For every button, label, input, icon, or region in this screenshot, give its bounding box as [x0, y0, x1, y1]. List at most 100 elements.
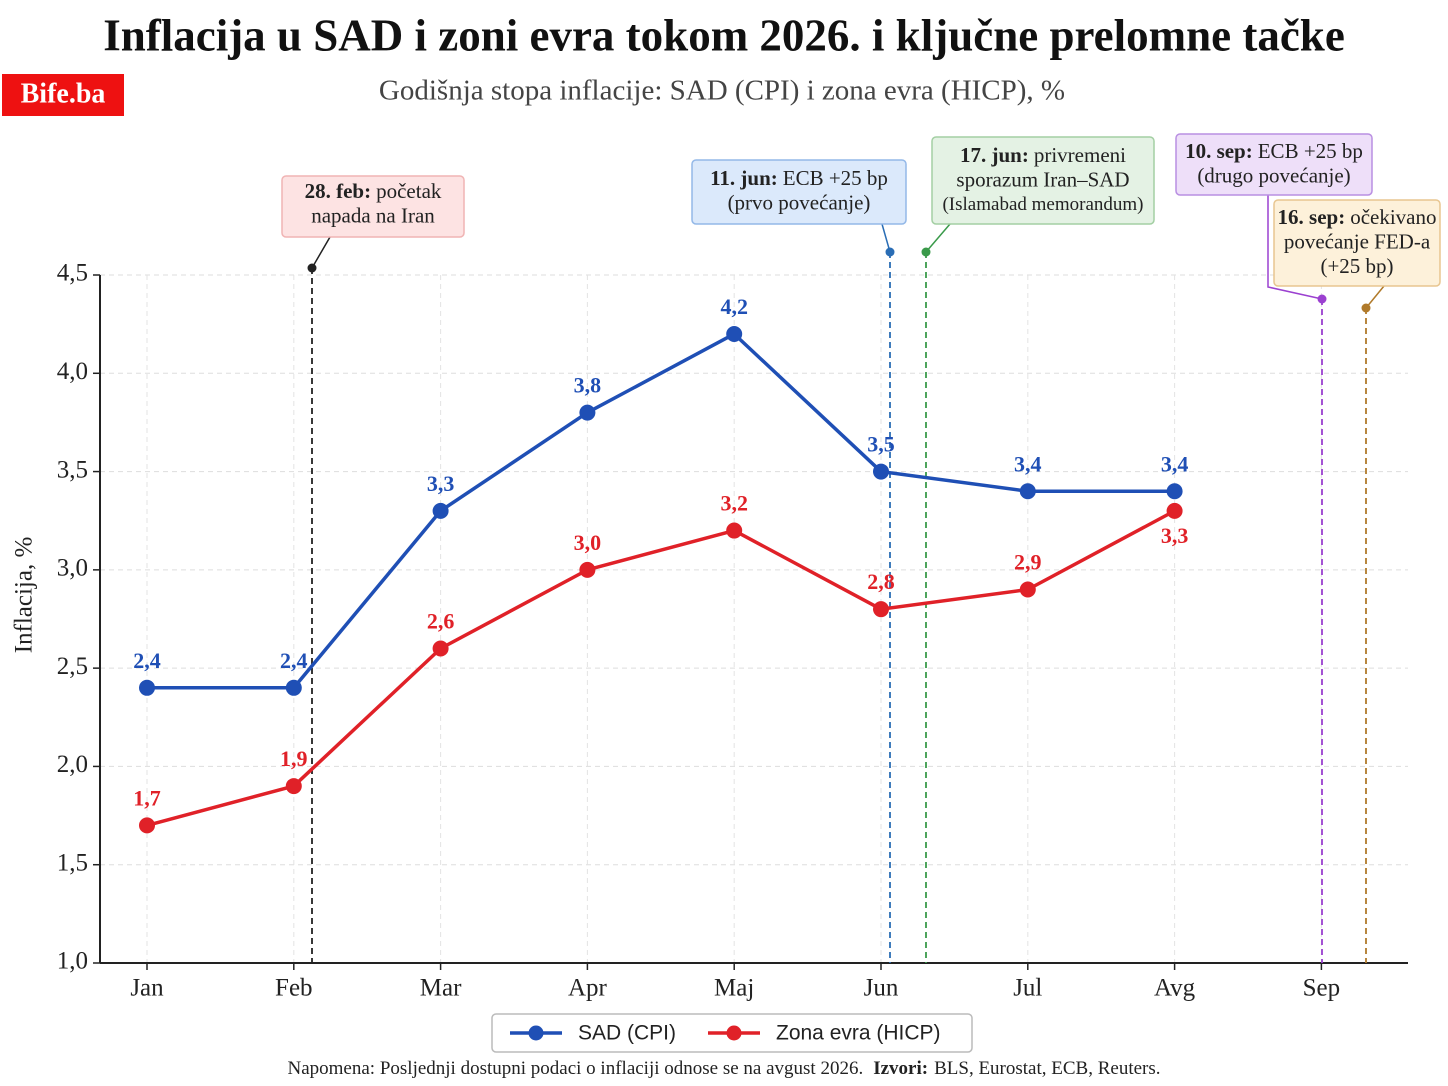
legend-dot [528, 1025, 544, 1041]
data-label: 2,8 [867, 569, 895, 594]
data-label: 3,3 [427, 471, 455, 496]
annotation-line: ECB +25 bp [783, 166, 888, 190]
note-sources-label: Izvori: [873, 1058, 928, 1079]
event-dot [921, 247, 931, 257]
data-point [432, 502, 449, 519]
annotation-line: (Islamabad memorandum) [942, 194, 1143, 215]
chart-subtitle: Godišnja stopa inflacije: SAD (CPI) i zo… [379, 75, 1065, 107]
data-label: 1,7 [133, 785, 161, 810]
x-tick-label: Sep [1303, 975, 1341, 1002]
data-point [432, 640, 449, 657]
data-label: 3,2 [720, 491, 748, 516]
x-tick-label: Jul [1013, 975, 1042, 1002]
annotation-text: povećanje FED-a [1284, 229, 1431, 253]
data-point [579, 404, 596, 421]
annotation-text: (+25 bp) [1320, 254, 1393, 278]
annotation-date: 17. jun: [960, 143, 1029, 167]
annotation-date: 10. sep: [1185, 139, 1253, 163]
data-point [285, 679, 302, 696]
y-tick-label: 3,5 [57, 456, 88, 483]
y-axis-label: Inflacija, % [11, 537, 38, 654]
y-tick-label: 4,0 [57, 358, 88, 385]
annotation-text: 10. sep: ECB +25 bp [1185, 139, 1363, 163]
annotation-text: 28. feb: početak [305, 179, 442, 203]
annotation-line: (drugo povećanje) [1197, 163, 1350, 187]
event-dot [1317, 294, 1327, 304]
annotation-line: povećanje FED-a [1284, 229, 1431, 253]
y-tick-label: 2,5 [57, 653, 88, 680]
data-point [726, 325, 743, 342]
x-tick-label: Jun [864, 975, 899, 1002]
data-label: 2,9 [1014, 550, 1042, 575]
annotation-line: napada na Iran [311, 203, 435, 227]
data-label: 2,4 [133, 648, 161, 673]
data-label: 3,4 [1014, 451, 1042, 476]
annotation-date: 16. sep: [1278, 205, 1346, 229]
annotation-line: privremeni [1034, 143, 1126, 167]
data-point [873, 463, 889, 480]
data-label: 3,5 [867, 432, 895, 457]
y-tick-label: 1,0 [57, 948, 88, 975]
data-point [1019, 581, 1036, 598]
annotation-text: (prvo povećanje) [728, 190, 871, 214]
annotation-date: 28. feb: [305, 179, 372, 203]
annotation-box [1175, 133, 1373, 196]
annotation-box [1273, 199, 1441, 287]
data-point [1166, 483, 1183, 500]
x-tick-label: Jan [130, 975, 164, 1002]
data-label: 1,9 [280, 746, 308, 771]
event-connector [1365, 285, 1385, 309]
event-connector [311, 236, 331, 269]
annotation-text: (Islamabad memorandum) [942, 194, 1143, 215]
annotation-box [931, 136, 1155, 225]
data-point [579, 561, 596, 578]
data-point [1166, 502, 1183, 519]
data-point [139, 817, 155, 834]
legend-label: Zona evra (HICP) [776, 1022, 941, 1045]
y-tick-label: 3,0 [57, 555, 88, 582]
annotation-date: 11. jun: [710, 166, 778, 190]
note-sources: BLS, Eurostat, ECB, Reuters. [934, 1058, 1160, 1079]
note: Napomena: Posljednji dostupni podaci o i… [288, 1058, 1161, 1079]
annotation-box [691, 159, 907, 225]
event-connector [881, 223, 891, 253]
annotation-text: 16. sep: očekivano [1278, 205, 1437, 229]
event-dot [885, 247, 895, 257]
data-point [285, 778, 302, 795]
data-label: 2,4 [280, 648, 308, 673]
annotation-line: početak [376, 179, 442, 203]
brand-box [2, 74, 124, 116]
event-connector [925, 223, 951, 253]
event-dot [307, 263, 317, 273]
x-tick-label: Mar [420, 975, 462, 1002]
annotation-line: očekivano [1350, 205, 1436, 229]
y-tick-label: 1,5 [57, 849, 88, 876]
data-label: 3,4 [1161, 451, 1189, 476]
annotation-text: 11. jun: ECB +25 bp [710, 166, 888, 190]
data-label: 2,6 [427, 609, 455, 634]
data-label: 3,8 [574, 373, 602, 398]
annotation-line: sporazum Iran–SAD [956, 167, 1129, 191]
annotation-text: napada na Iran [311, 203, 435, 227]
data-label: 3,0 [574, 530, 602, 555]
event-connector [1267, 195, 1323, 300]
data-point [139, 679, 155, 696]
x-tick-label: Apr [568, 975, 608, 1002]
x-tick-label: Maj [714, 975, 754, 1002]
data-point [1019, 483, 1036, 500]
legend-label: SAD (CPI) [578, 1022, 676, 1045]
x-tick-label: Feb [275, 975, 313, 1002]
y-tick-label: 4,5 [57, 260, 88, 287]
data-label: 4,2 [720, 294, 748, 319]
data-point [873, 601, 889, 618]
y-tick-label: 2,0 [57, 751, 88, 778]
legend-dot [726, 1025, 742, 1041]
series-line [147, 332, 1175, 690]
annotation-text: sporazum Iran–SAD [956, 167, 1129, 191]
annotation-line: (prvo povećanje) [728, 190, 871, 214]
series-line [146, 509, 1176, 828]
x-tick-label: Avg [1154, 975, 1196, 1002]
note-text: Napomena: Posljednji dostupni podaci o i… [288, 1058, 864, 1079]
chart-title: Inflacija u SAD i zoni evra tokom 2026. … [103, 10, 1345, 60]
